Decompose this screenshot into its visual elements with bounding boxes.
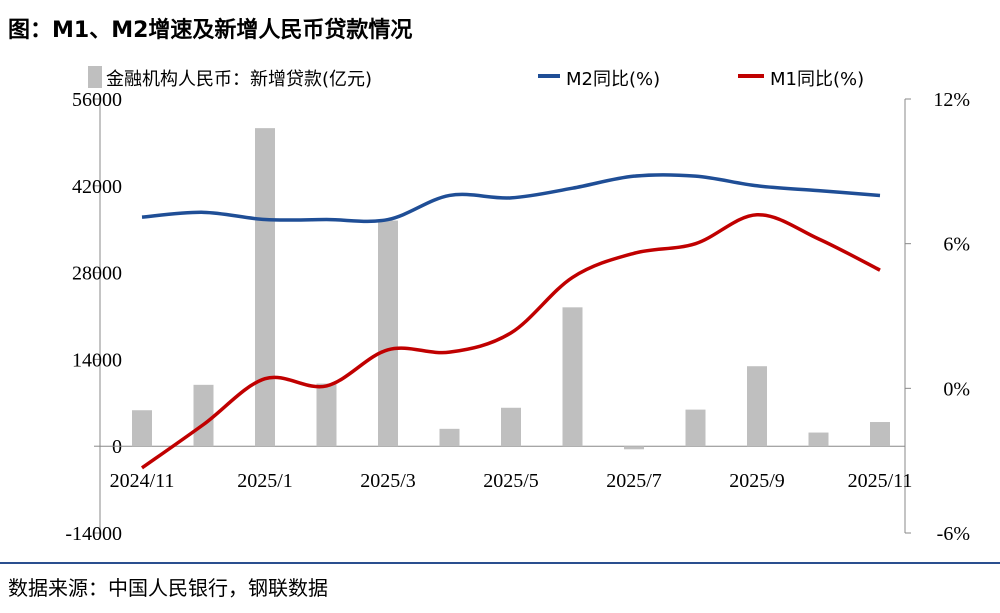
- right-tick-label: 0%: [943, 378, 970, 400]
- bar-2025/6: [562, 307, 583, 447]
- x-tick-label: 2025/5: [483, 470, 539, 492]
- legend-swatch-m1: [738, 74, 764, 78]
- x-tick-label: 2025/11: [848, 470, 913, 492]
- x-tick-label: 2025/1: [237, 470, 293, 492]
- legend-label-loans: 金融机构人民币：新增贷款(亿元): [106, 69, 372, 90]
- bar-2025/2: [316, 383, 337, 447]
- chart-title: 图：M1、M2增速及新增人民币贷款情况: [8, 18, 413, 43]
- bar-2025/3: [378, 220, 398, 447]
- left-tick-label: 42000: [72, 176, 122, 198]
- left-tick-label: 0: [112, 436, 122, 458]
- bar-2025/5: [501, 407, 521, 447]
- divider: [0, 562, 1000, 564]
- bar-2025/10: [808, 432, 829, 447]
- lines: [140, 173, 881, 470]
- left-tick-label: 14000: [72, 349, 122, 371]
- right-tick-label: 6%: [943, 234, 970, 256]
- right-tick-label: -6%: [937, 523, 970, 545]
- bar-2024/12: [193, 384, 214, 447]
- source-note: 数据来源：中国人民银行，钢联数据: [8, 576, 328, 600]
- x-tick-label: 2025/9: [729, 470, 785, 492]
- legend-label-m1: M1同比(%): [770, 69, 864, 90]
- x-tick-label: 2025/7: [606, 470, 662, 492]
- bar-2025/7: [624, 446, 644, 450]
- right-tick-label: 12%: [933, 89, 970, 111]
- bar-2024/11: [132, 410, 152, 447]
- legend-label-m2: M2同比(%): [566, 69, 660, 90]
- bar-2025/1: [255, 128, 275, 447]
- bar-2025/9: [747, 366, 767, 447]
- legend: 金融机构人民币：新增贷款(亿元) M2同比(%) M1同比(%): [88, 66, 864, 90]
- legend-swatch-bar: [88, 66, 102, 88]
- left-tick-label: 28000: [72, 263, 122, 285]
- bar-2025/8: [685, 409, 706, 447]
- bars: [132, 128, 890, 450]
- bar-2025/11: [870, 422, 890, 447]
- left-tick-label: -14000: [65, 523, 122, 545]
- x-tick-label: 2024/11: [110, 470, 175, 492]
- axes: 56000 42000 28000 14000 0 -14000 12% 6% 0% -6% 202…: [65, 89, 970, 545]
- bar-2025/4: [439, 428, 460, 447]
- legend-swatch-m2: [538, 74, 560, 78]
- left-tick-label: 56000: [72, 89, 122, 111]
- x-tick-label: 2025/3: [360, 470, 416, 492]
